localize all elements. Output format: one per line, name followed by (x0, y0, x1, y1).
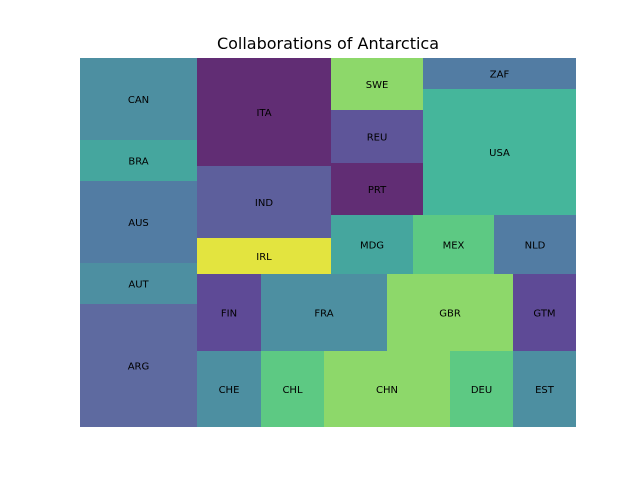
treemap-label-fin: FIN (221, 309, 237, 320)
treemap-cell-reu (331, 110, 423, 163)
treemap-label-gbr: GBR (439, 309, 461, 320)
treemap-cell-bra (80, 140, 197, 181)
treemap-label-ita: ITA (256, 108, 271, 119)
treemap-cell-aut (80, 263, 197, 304)
treemap-cell-zaf (423, 58, 576, 89)
treemap-cell-gbr (387, 274, 513, 351)
treemap-cell-chn (324, 351, 450, 427)
treemap-cell-fin (197, 274, 261, 351)
treemap-label-che: CHE (219, 385, 240, 396)
treemap-label-fra: FRA (314, 309, 333, 320)
treemap-label-chl: CHL (282, 385, 303, 396)
treemap-cell-usa (423, 89, 576, 215)
treemap-label-arg: ARG (128, 362, 150, 373)
treemap-label-bra: BRA (128, 157, 148, 168)
treemap-cell-che (197, 351, 261, 427)
treemap-label-chn: CHN (376, 385, 398, 396)
treemap-label-aus: AUS (128, 218, 149, 229)
treemap-label-gtm: GTM (533, 309, 555, 320)
treemap-label-mex: MEX (443, 241, 465, 252)
treemap-cell-mex (413, 215, 494, 274)
treemap-cell-ita (197, 58, 331, 166)
treemap-cell-can (80, 58, 197, 140)
treemap-label-ind: IND (255, 198, 273, 209)
treemap-label-can: CAN (128, 95, 149, 106)
treemap-cells: ARG AUT AUS BRA CAN CHE FIN IRL IND ITA CHL FRA CHN G… (80, 58, 576, 427)
treemap-label-reu: REU (367, 133, 388, 144)
chart-title: Collaborations of Antarctica (217, 34, 439, 53)
treemap-label-aut: AUT (128, 280, 149, 291)
treemap-cell-chl (261, 351, 324, 427)
treemap-label-usa: USA (489, 148, 510, 159)
treemap-cell-fra (261, 274, 387, 351)
treemap-cell-arg (80, 304, 197, 427)
treemap-cell-gtm (513, 274, 576, 351)
treemap-label-mdg: MDG (360, 241, 384, 252)
treemap-cell-aus (80, 181, 197, 263)
treemap-label-deu: DEU (471, 385, 492, 396)
treemap-cell-deu (450, 351, 513, 427)
treemap-label-swe: SWE (366, 80, 389, 91)
treemap-cell-prt (331, 163, 423, 215)
treemap-cell-nld (494, 215, 576, 274)
treemap-label-prt: PRT (368, 185, 387, 196)
treemap-label-est: EST (535, 385, 555, 396)
treemap-cell-ind (197, 166, 331, 238)
treemap-cell-est (513, 351, 576, 427)
treemap-cell-irl (197, 238, 331, 274)
treemap-label-zaf: ZAF (490, 70, 510, 81)
treemap-label-nld: NLD (525, 241, 546, 252)
treemap-cell-swe (331, 58, 423, 110)
treemap-cell-mdg (331, 215, 413, 274)
treemap-label-irl: IRL (256, 252, 272, 263)
